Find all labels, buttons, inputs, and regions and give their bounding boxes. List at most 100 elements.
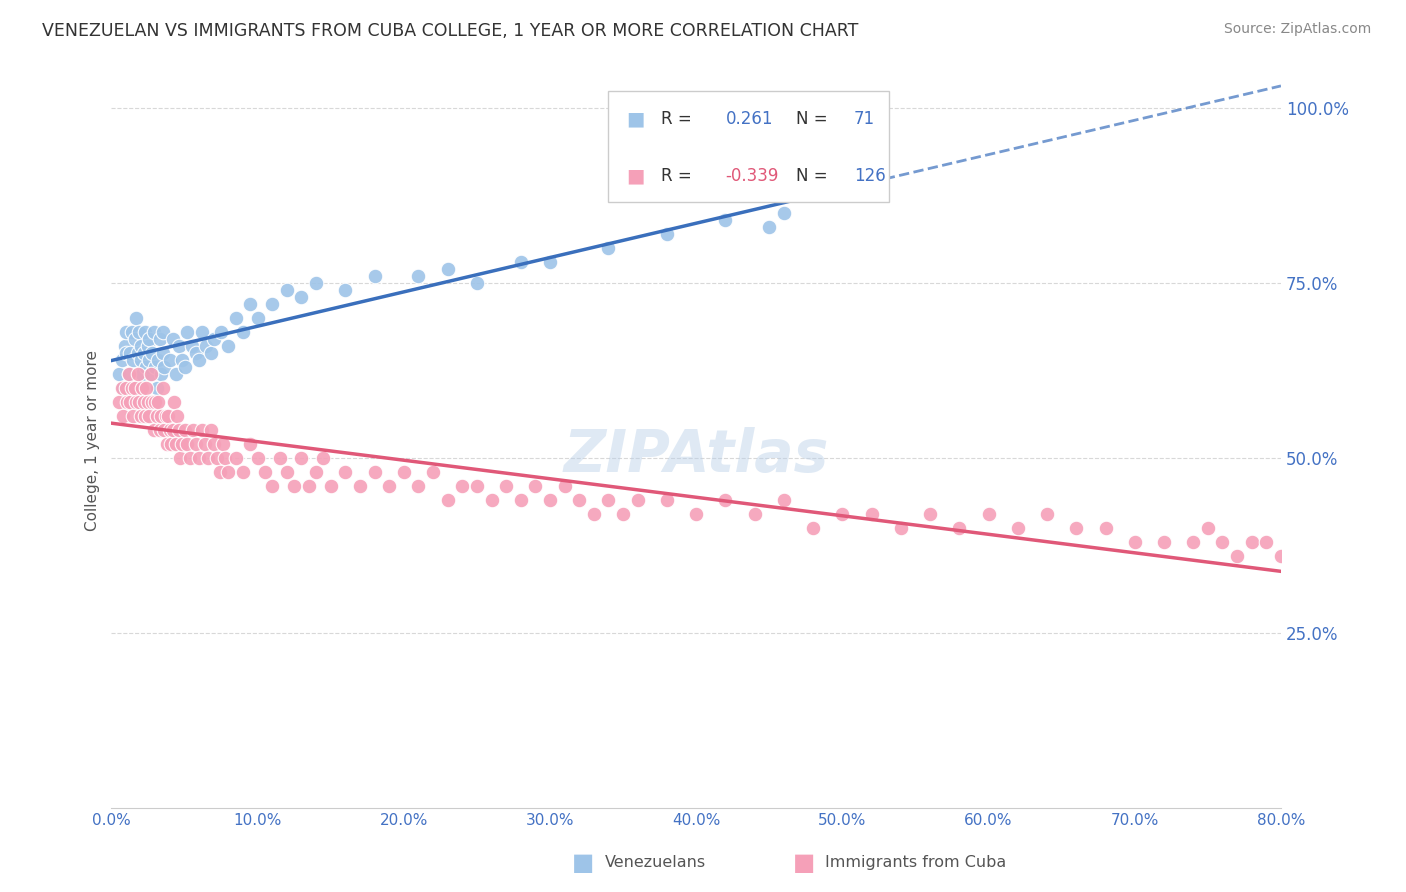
Point [149, 423, 172, 437]
FancyBboxPatch shape [609, 91, 889, 202]
Point [118, 367, 141, 381]
Point [131, 367, 153, 381]
Point [112, 381, 135, 395]
Point [312, 450, 335, 465]
Text: R =: R = [661, 111, 692, 128]
Point [276, 465, 298, 479]
Point [1256, 535, 1278, 549]
Point [173, 359, 195, 374]
Point [305, 276, 328, 290]
Point [714, 213, 737, 227]
Point [598, 241, 620, 255]
Text: 0.261: 0.261 [725, 111, 773, 128]
Point [276, 283, 298, 297]
Text: Source: ZipAtlas.com: Source: ZipAtlas.com [1223, 22, 1371, 37]
Point [186, 346, 208, 360]
Point [239, 437, 262, 451]
Point [495, 479, 517, 493]
Point [125, 395, 148, 409]
Point [1270, 549, 1292, 563]
Point [335, 283, 357, 297]
Point [127, 346, 149, 360]
Point [128, 325, 150, 339]
Point [225, 311, 247, 326]
Point [122, 353, 145, 368]
Point [1372, 605, 1395, 619]
Point [124, 332, 146, 346]
Point [392, 465, 415, 479]
Text: N =: N = [796, 167, 827, 185]
Point [149, 332, 172, 346]
Point [176, 325, 198, 339]
Text: -0.339: -0.339 [725, 167, 779, 185]
Point [145, 381, 167, 395]
Point [150, 409, 173, 423]
Point [138, 353, 160, 368]
Point [202, 332, 225, 346]
Point [436, 493, 458, 508]
Point [111, 353, 134, 368]
Point [107, 395, 129, 409]
Point [157, 409, 180, 423]
Point [197, 450, 219, 465]
Point [118, 367, 141, 381]
Point [136, 395, 159, 409]
Point [509, 255, 531, 269]
Point [202, 437, 225, 451]
Point [714, 493, 737, 508]
Point [408, 479, 430, 493]
Point [194, 437, 217, 451]
Point [1197, 521, 1219, 535]
Point [538, 493, 561, 508]
Point [145, 409, 167, 423]
Point [554, 479, 576, 493]
Point [685, 507, 707, 521]
Point [129, 409, 152, 423]
Point [139, 367, 162, 381]
Text: Immigrants from Cuba: Immigrants from Cuba [825, 855, 1007, 870]
Point [627, 493, 650, 508]
Point [188, 353, 211, 368]
Point [114, 339, 136, 353]
Point [1094, 521, 1116, 535]
Point [890, 521, 912, 535]
Point [179, 450, 201, 465]
Point [176, 437, 198, 451]
Point [191, 325, 214, 339]
Point [1226, 549, 1249, 563]
Point [363, 268, 385, 283]
Point [246, 450, 269, 465]
Point [1299, 549, 1322, 563]
Point [141, 346, 163, 360]
Point [143, 359, 166, 374]
Point [598, 493, 620, 508]
Point [290, 450, 312, 465]
Point [170, 353, 193, 368]
Point [239, 297, 262, 311]
Point [134, 409, 156, 423]
Point [150, 367, 173, 381]
Point [112, 409, 135, 423]
Point [148, 395, 170, 409]
Point [186, 437, 208, 451]
Point [129, 339, 152, 353]
Point [191, 423, 214, 437]
Point [124, 381, 146, 395]
Point [181, 423, 204, 437]
Point [200, 423, 222, 437]
Point [167, 339, 190, 353]
Point [173, 423, 195, 437]
Text: N =: N = [796, 111, 827, 128]
Point [363, 465, 385, 479]
Point [143, 395, 166, 409]
Point [1007, 521, 1029, 535]
Point [115, 325, 138, 339]
Point [209, 325, 232, 339]
Point [152, 346, 174, 360]
Point [163, 395, 186, 409]
Point [758, 219, 780, 234]
Point [107, 367, 129, 381]
Point [120, 395, 142, 409]
Text: Venezuelans: Venezuelans [605, 855, 706, 870]
Point [948, 521, 970, 535]
